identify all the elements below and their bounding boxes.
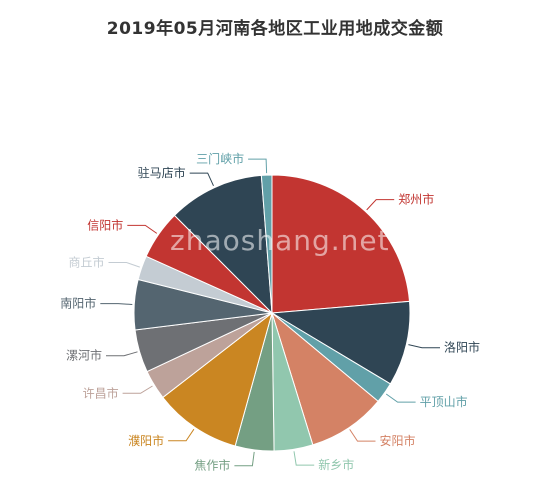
- leader-line: [366, 199, 395, 211]
- slice-label: 平顶山市: [420, 394, 468, 409]
- leader-line: [122, 385, 153, 394]
- slice-label: 洛阳市: [444, 340, 480, 355]
- slice-label: 郑州市: [398, 192, 434, 207]
- slice-label: 商丘市: [68, 255, 104, 270]
- pie-slice: [270, 300, 411, 385]
- leader-line: [189, 172, 214, 187]
- leader-line: [234, 451, 255, 467]
- slice-label: 许昌市: [83, 385, 119, 400]
- leader-line: [248, 158, 268, 174]
- leader-line: [100, 303, 133, 305]
- leader-line: [385, 393, 416, 403]
- chart-title: 2019年05月河南各地区工业用地成交金额: [106, 19, 444, 39]
- leader-line: [168, 428, 195, 442]
- slice-label: 漯河市: [66, 348, 102, 363]
- slice-label: 焦作市: [194, 458, 230, 473]
- leader-line: [108, 262, 140, 268]
- slice-label: 驻马店市: [138, 165, 186, 180]
- pie-slice: [271, 311, 379, 446]
- leader-line: [408, 344, 440, 349]
- leader-line: [127, 224, 158, 234]
- pie-slice: [271, 174, 411, 314]
- pie-slice: [162, 311, 273, 447]
- leader-line: [106, 351, 138, 357]
- slice-label: 南阳市: [60, 296, 96, 311]
- slice-label: 三门峡市: [196, 151, 244, 166]
- slice-label: 濮阳市: [128, 433, 164, 448]
- pie-slice: [173, 174, 273, 315]
- leader-line: [349, 429, 376, 442]
- slice-label: 信阳市: [87, 217, 123, 232]
- leader-line: [293, 451, 315, 466]
- pie-slice: [260, 174, 273, 314]
- pie-slices: [133, 174, 411, 452]
- slice-label: 安阳市: [380, 433, 416, 448]
- slice-label: 新乡市: [318, 457, 354, 472]
